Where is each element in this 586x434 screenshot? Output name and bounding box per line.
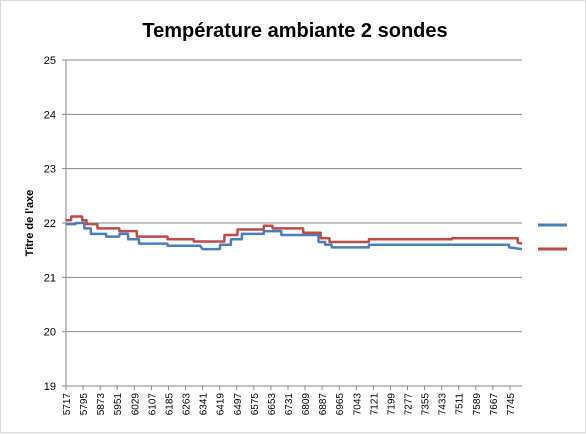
y-tick-label: 21 bbox=[44, 272, 56, 284]
x-tick-label: 6965 bbox=[335, 393, 346, 416]
y-axis-label: Titre de l'axe bbox=[24, 190, 36, 257]
chart-title: Température ambiante 2 sondes bbox=[142, 20, 447, 42]
x-tick-label: 6731 bbox=[284, 393, 295, 416]
y-tick-label: 24 bbox=[44, 109, 56, 121]
x-tick-label: 6029 bbox=[130, 393, 141, 416]
legend bbox=[538, 223, 567, 251]
y-tick-label: 22 bbox=[44, 218, 56, 230]
x-tick-label: 7043 bbox=[352, 393, 363, 416]
plot-area: 19 20 21 22 23 24 25 5717 5795 5873 5951 6029 6107 61… bbox=[44, 55, 523, 416]
series-line-1 bbox=[66, 221, 523, 251]
y-tick-label: 19 bbox=[44, 381, 56, 393]
x-tick-label: 6263 bbox=[182, 393, 193, 416]
x-tick-label: 6107 bbox=[147, 393, 158, 416]
y-tick-label: 23 bbox=[44, 164, 56, 176]
x-tick-label: 7511 bbox=[455, 393, 466, 415]
x-tick-label: 7433 bbox=[438, 393, 449, 416]
x-tick-label: 7589 bbox=[472, 393, 483, 416]
x-tick-label: 5717 bbox=[62, 393, 73, 416]
x-tick-label: 6809 bbox=[301, 393, 312, 416]
x-tick-label: 7355 bbox=[421, 393, 432, 416]
x-tick-label: 5951 bbox=[113, 393, 124, 416]
x-tick-label: 5873 bbox=[96, 393, 107, 416]
x-tick-label: 7667 bbox=[489, 393, 500, 416]
y-tick-label: 20 bbox=[44, 327, 56, 339]
x-tick-label: 5795 bbox=[79, 393, 90, 416]
x-tick-label: 6341 bbox=[199, 393, 210, 416]
y-tick-label: 25 bbox=[44, 55, 56, 67]
x-tick-label: 7121 bbox=[369, 393, 380, 416]
x-tick-label: 7277 bbox=[404, 393, 415, 416]
x-tick-label: 6575 bbox=[250, 393, 261, 416]
series-line-2 bbox=[66, 215, 523, 245]
x-tick-label: 6653 bbox=[267, 393, 278, 416]
x-tick-label: 7199 bbox=[386, 393, 397, 416]
x-tick-label: 6887 bbox=[318, 393, 329, 416]
x-tick-label: 7745 bbox=[506, 393, 517, 416]
x-tick-label: 6419 bbox=[216, 393, 227, 416]
x-tick-label: 6497 bbox=[233, 393, 244, 416]
x-tick-label: 6185 bbox=[164, 393, 175, 416]
